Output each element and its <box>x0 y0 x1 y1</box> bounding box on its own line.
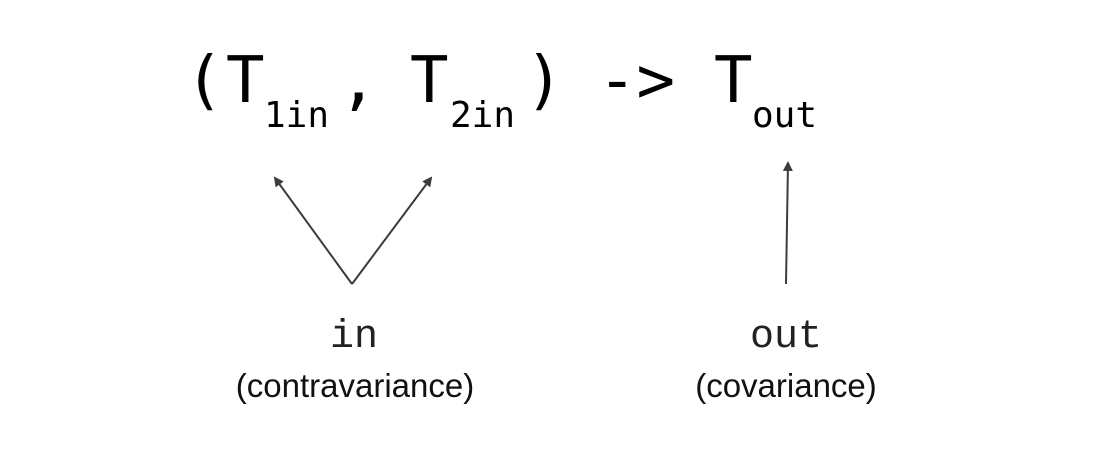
in-keyword: in <box>329 315 378 360</box>
contravariance-label: (contravariance) <box>235 367 475 404</box>
type-t2-subscript: 2in <box>450 95 515 136</box>
close-paren: ) <box>525 44 564 118</box>
comma: , <box>339 44 378 118</box>
out-keyword: out <box>749 315 822 360</box>
type-t1-subscript: 1in <box>264 95 329 136</box>
type-t1: T <box>226 44 265 118</box>
type-tout: T <box>714 44 753 118</box>
contravariance-arrow-left <box>273 176 353 285</box>
function-arrow: -> <box>598 44 675 118</box>
covariance-arrow <box>782 161 793 285</box>
covariance-label: (covariance) <box>695 367 877 404</box>
type-tout-subscript: out <box>752 95 817 136</box>
contravariance-arrow-right <box>351 176 433 285</box>
type-t2: T <box>410 44 449 118</box>
open-paren: ( <box>185 44 224 118</box>
